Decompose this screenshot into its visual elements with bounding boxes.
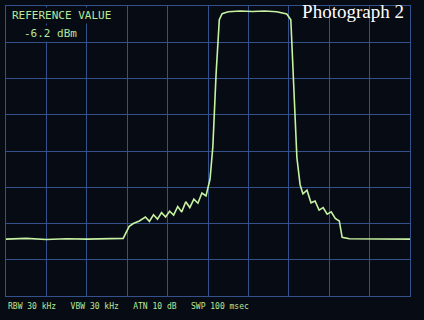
svg-text:RBW 30 kHz VBW 30 kHz ATN: RBW 30 kHz VBW 30 kHz ATN 10 dB SWP 100 … xyxy=(8,302,249,311)
svg-text:-6.2 dBm: -6.2 dBm xyxy=(24,27,77,40)
svg-text:Photograph 2: Photograph 2 xyxy=(302,1,404,22)
svg-text:REFERENCE VALUE: REFERENCE VALUE xyxy=(12,9,111,22)
